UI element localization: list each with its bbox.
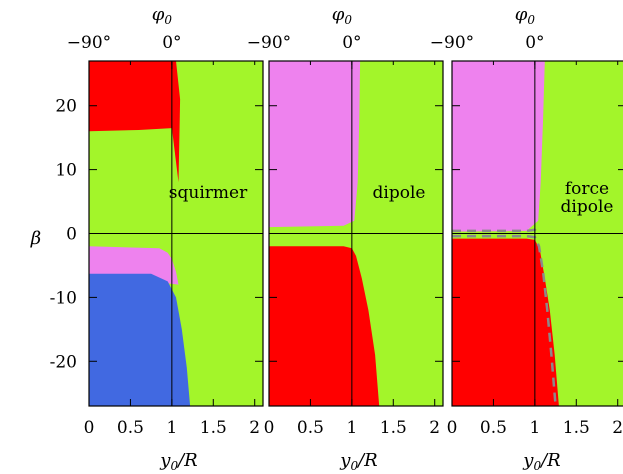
top-axis-label: φ0 [332,4,353,27]
x-tick-label: 0 [264,418,275,438]
x-tick-label: 0 [84,418,95,438]
region-red-2 [452,238,559,406]
top-tick-label: 0° [525,33,544,53]
top-axis-label: φ0 [152,4,173,27]
x-tick-label: 0.5 [117,418,144,438]
x-tick-label: 2 [612,418,623,438]
x-axis-label: y0/R [159,450,197,473]
x-tick-label: 1 [346,418,357,438]
y-tick-label: -10 [50,288,77,308]
top-tick-label: −90° [430,33,474,53]
y-tick-label: 10 [55,161,77,181]
panel-2: 0 0.5 1 1.5 2 −90° 0° dipole y0/R φ0 [247,4,444,473]
top-tick-label: −90° [67,33,111,53]
panel-label: squirmer [169,183,248,203]
x-tick-label: 0.5 [297,418,324,438]
top-axis-label: φ0 [515,4,536,27]
x-tick-label: 1 [166,418,177,438]
x-tick-label: 1 [529,418,540,438]
y-tick-label: -20 [50,352,77,372]
panel-label: force [565,179,609,199]
region-violet-1 [269,61,361,228]
top-tick-label: −90° [247,33,291,53]
region-red-2 [171,61,181,183]
x-tick-label: 1.5 [200,418,227,438]
y-tick-label: 20 [55,97,77,117]
top-tick-label: 0° [162,33,181,53]
top-tick-label: 0° [342,33,361,53]
x-tick-label: 0.5 [480,418,507,438]
region-violet-1 [452,61,545,232]
y-tick-label: 0 [66,225,77,245]
x-tick-label: 1.5 [563,418,590,438]
panel-1: 0 0.5 1 1.5 2 -20 -10 0 10 20 −90° 0° squirmer y0/R φ0 [50,4,264,473]
x-tick-label: 2 [249,418,260,438]
x-axis-label: y0/R [522,450,560,473]
region-red-1 [89,61,172,132]
x-tick-label: 1.5 [380,418,407,438]
y-axis-label: β [30,228,41,249]
x-axis-label: y0/R [339,450,377,473]
region-blue-4 [89,273,191,406]
dashed-curve-1 [452,234,557,407]
panel-label: dipole [373,183,426,203]
x-tick-label: 2 [429,418,440,438]
dashed-curve-2 [452,226,538,233]
panel-label: dipole [561,197,614,217]
x-tick-label: 0 [447,418,458,438]
